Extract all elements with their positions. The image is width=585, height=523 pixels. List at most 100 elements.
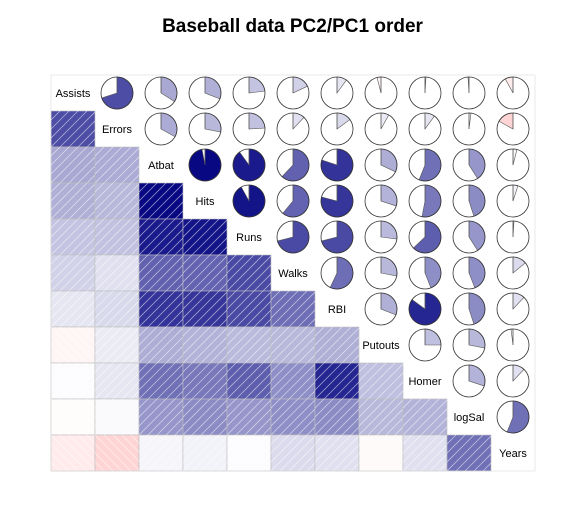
shade-cell-walks-atbat [138, 254, 184, 292]
shade-cell-rbi-runs [226, 290, 272, 328]
pie-cell-hits-putouts [364, 184, 398, 218]
pie-cell-errors-homer [408, 112, 442, 146]
pie-cell-errors-hits [188, 112, 222, 146]
pie-cell-assists-errors [100, 76, 134, 110]
shade-cell-rbi-walks [270, 290, 316, 328]
pie-cell-errors-walks [276, 112, 310, 146]
pie-cell-errors-runs [232, 112, 266, 146]
pie-cell-logsal-years [496, 400, 530, 434]
pie-cell-walks-logsal [452, 256, 486, 290]
pie-cell-assists-runs [232, 76, 266, 110]
shade-cell-logsal-putouts [358, 398, 404, 436]
pie-cell-hits-runs [232, 184, 266, 218]
pie-cell-runs-years [496, 220, 530, 254]
pie-cell-homer-years [496, 364, 530, 398]
shade-cell-putouts-runs [226, 326, 272, 364]
shade-cell-homer-runs [226, 362, 272, 400]
pie-cell-assists-atbat [144, 76, 178, 110]
shade-cell-walks-assists [50, 254, 96, 292]
pie-cell-walks-homer [408, 256, 442, 290]
pie-cell-assists-hits [188, 76, 222, 110]
shade-cell-logsal-walks [270, 398, 316, 436]
pie-cell-hits-years [496, 184, 530, 218]
diagonal-label-assists: Assists [56, 88, 91, 100]
diagonal-label-putouts: Putouts [362, 340, 400, 352]
shade-cell-homer-rbi [314, 362, 360, 400]
shade-cell-homer-errors [94, 362, 140, 400]
shade-cell-rbi-assists [50, 290, 96, 328]
diagonal-label-homer: Homer [408, 376, 441, 388]
shade-cell-years-homer [402, 434, 448, 472]
shade-cell-hits-atbat [138, 182, 184, 220]
pie-cell-walks-rbi [320, 256, 354, 290]
shade-cell-atbat-errors [94, 146, 140, 184]
pie-cell-rbi-years [496, 292, 530, 326]
diagonal-label-errors: Errors [102, 124, 132, 136]
shade-cell-putouts-walks [270, 326, 316, 364]
pie-cell-errors-logsal [452, 112, 486, 146]
diagonal-label-runs: Runs [236, 232, 262, 244]
shade-cell-logsal-hits [182, 398, 228, 436]
shade-cell-runs-hits [182, 218, 228, 256]
plot-border [50, 74, 536, 472]
diagonal-label-years: Years [499, 448, 527, 460]
shade-cell-homer-putouts [358, 362, 404, 400]
pie-cell-putouts-years [496, 328, 530, 362]
pie-cell-runs-putouts [364, 220, 398, 254]
shade-cell-homer-assists [50, 362, 96, 400]
pie-cell-atbat-runs [232, 148, 266, 182]
pie-cell-atbat-walks [276, 148, 310, 182]
shade-cell-years-walks [270, 434, 316, 472]
shade-cell-homer-walks [270, 362, 316, 400]
pie-cell-rbi-putouts [364, 292, 398, 326]
shade-cell-walks-runs [226, 254, 272, 292]
shade-cell-putouts-rbi [314, 326, 360, 364]
shade-cell-years-atbat [138, 434, 184, 472]
shade-cell-years-rbi [314, 434, 360, 472]
pie-cell-runs-rbi [320, 220, 354, 254]
pie-cell-assists-walks [276, 76, 310, 110]
pie-cell-atbat-putouts [364, 148, 398, 182]
shade-cell-walks-hits [182, 254, 228, 292]
pie-cell-errors-years [496, 112, 530, 146]
pie-cell-errors-putouts [364, 112, 398, 146]
shade-cell-homer-atbat [138, 362, 184, 400]
shade-cell-atbat-assists [50, 146, 96, 184]
pie-cell-atbat-homer [408, 148, 442, 182]
diagonal-label-atbat: Atbat [148, 160, 174, 172]
pie-cell-assists-years [496, 76, 530, 110]
pie-cell-putouts-logsal [452, 328, 486, 362]
diagonal-label-hits: Hits [196, 196, 215, 208]
pie-cell-atbat-logsal [452, 148, 486, 182]
diagonal-label-walks: Walks [278, 268, 308, 280]
shade-cell-years-runs [226, 434, 272, 472]
pie-cell-walks-putouts [364, 256, 398, 290]
pie-cell-atbat-hits [188, 148, 222, 182]
shade-cell-logsal-rbi [314, 398, 360, 436]
shade-cell-putouts-atbat [138, 326, 184, 364]
shade-cell-rbi-errors [94, 290, 140, 328]
pie-cell-rbi-logsal [452, 292, 486, 326]
pie-cell-errors-rbi [320, 112, 354, 146]
shade-cell-errors-assists [50, 110, 96, 148]
shade-cell-logsal-homer [402, 398, 448, 436]
pie-cell-runs-homer [408, 220, 442, 254]
shade-cell-years-putouts [358, 434, 404, 472]
shade-cell-hits-errors [94, 182, 140, 220]
corrgram-panels: Assists Errors Atbat Hits Runs Walks RBI Putout… [50, 74, 536, 472]
pie-cell-assists-rbi [320, 76, 354, 110]
shade-cell-homer-hits [182, 362, 228, 400]
shade-cell-logsal-errors [94, 398, 140, 436]
shade-cell-rbi-atbat [138, 290, 184, 328]
shade-cell-years-logsal [446, 434, 492, 472]
pie-cell-assists-putouts [364, 76, 398, 110]
shade-cell-logsal-assists [50, 398, 96, 436]
pie-cell-assists-logsal [452, 76, 486, 110]
pie-cell-hits-logsal [452, 184, 486, 218]
diagonal-label-logsal: logSal [454, 412, 485, 424]
shade-cell-logsal-atbat [138, 398, 184, 436]
pie-cell-hits-homer [408, 184, 442, 218]
pie-cell-errors-atbat [144, 112, 178, 146]
